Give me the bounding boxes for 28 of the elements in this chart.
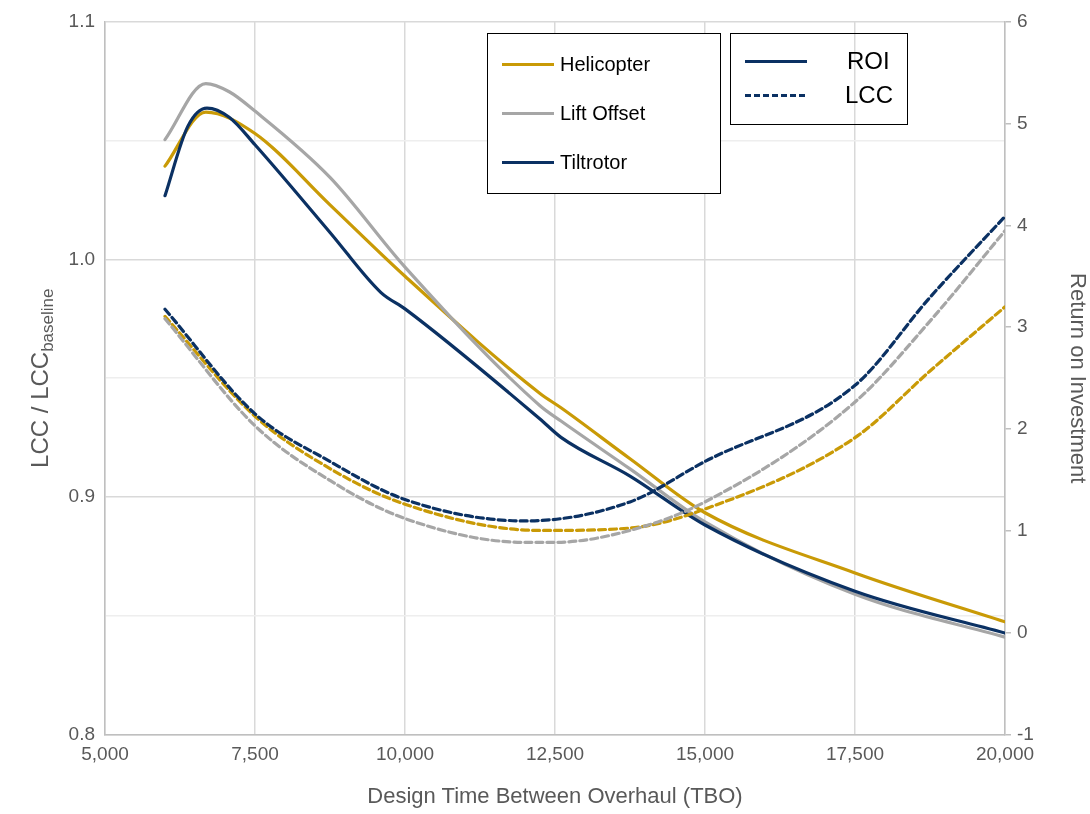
x-tick-label: 7,500 bbox=[231, 742, 279, 764]
legend-label: Helicopter bbox=[560, 53, 651, 76]
x-tick-label: 15,000 bbox=[675, 742, 735, 764]
y2-tick-label: 4 bbox=[1017, 213, 1028, 235]
y2-tick-label: 3 bbox=[1017, 315, 1028, 337]
y2-tick-label: 1 bbox=[1017, 519, 1028, 541]
y-tick-label: 1.0 bbox=[68, 247, 95, 269]
legend-label: Tiltrotor bbox=[560, 151, 628, 174]
x-tick-label: 12,500 bbox=[525, 742, 585, 764]
legend-label: Lift Offset bbox=[560, 102, 646, 125]
y2-tick-label: 0 bbox=[1017, 621, 1028, 643]
x-tick-label: 10,000 bbox=[375, 742, 435, 764]
annotation: ROI bbox=[847, 47, 890, 75]
x-tick-label: 17,500 bbox=[825, 742, 885, 764]
x-tick-label: 20,000 bbox=[975, 742, 1035, 764]
y-axis-title: LCC / LCCbaseline bbox=[26, 288, 57, 468]
y2-tick-label: -1 bbox=[1017, 723, 1034, 745]
y2-tick-label: 2 bbox=[1017, 417, 1028, 439]
line-style-legend: ROI LCC bbox=[730, 33, 908, 125]
y2-tick-label: 5 bbox=[1017, 111, 1028, 133]
y-tick-label: 1.1 bbox=[68, 9, 95, 31]
x-tick-label: 5,000 bbox=[81, 742, 129, 764]
x-axis-title: Design Time Between Overhaul (TBO) bbox=[367, 782, 743, 808]
y2-axis-title: Return on Investment bbox=[1065, 273, 1090, 484]
annotation: LCC bbox=[844, 81, 893, 109]
y-tick-label: 0.9 bbox=[68, 485, 95, 507]
y-tick-label: 0.8 bbox=[68, 723, 95, 745]
y2-tick-label: 6 bbox=[1017, 9, 1028, 31]
